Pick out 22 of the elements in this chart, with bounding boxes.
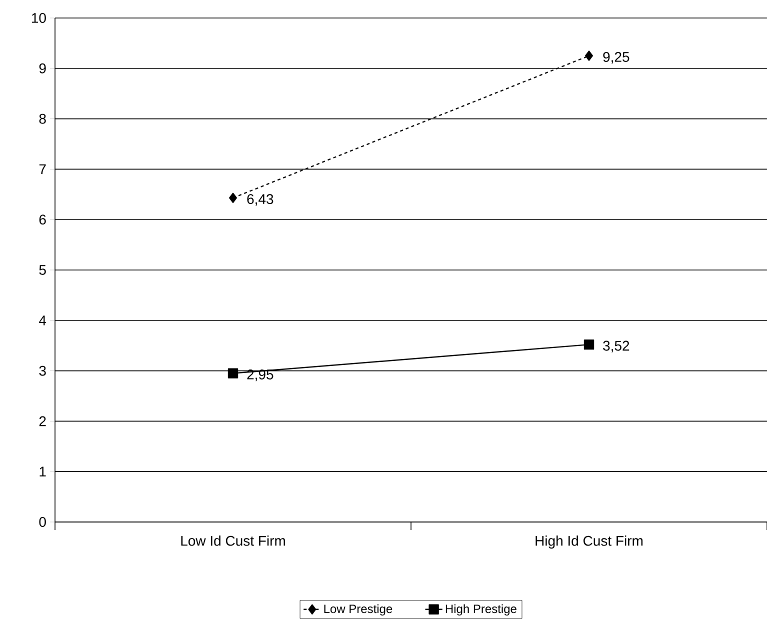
y-tick-label: 1 — [40, 466, 46, 476]
legend-label: High Prestige — [446, 604, 516, 616]
point — [585, 50, 593, 61]
x-tick-label: Low Id Cust Firm — [181, 536, 285, 546]
legend-label: Low Prestige — [324, 604, 392, 616]
point — [229, 192, 237, 204]
data-label: 3,52 — [603, 340, 630, 352]
y-tick-label: 7 — [39, 164, 46, 174]
y-tick-label: 5 — [39, 265, 46, 275]
y-tick-label: 2 — [39, 416, 46, 426]
data-label: 9,25 — [603, 52, 630, 64]
y-tick-label: 3 — [39, 366, 46, 376]
point — [584, 339, 594, 350]
y-tick-label: 6 — [39, 214, 46, 225]
y-tick-label: 4 — [39, 316, 46, 326]
point — [228, 368, 238, 378]
y-tick-label: 10 — [32, 13, 46, 23]
data-label: 6,43 — [247, 194, 274, 206]
y-tick-label: 8 — [39, 114, 46, 124]
y-tick-label: 0 — [39, 517, 46, 527]
x-tick-label: High Id Cust Firm — [536, 536, 643, 549]
y-tick-label: 9 — [39, 63, 46, 74]
